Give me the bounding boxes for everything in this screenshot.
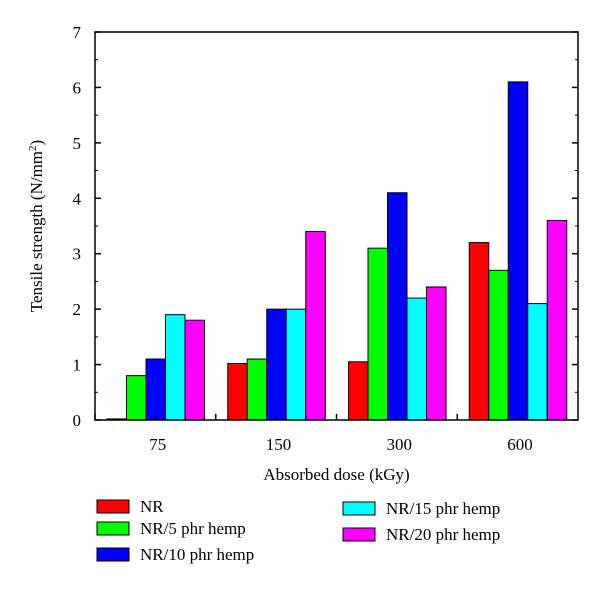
y-tick-label: 7 <box>73 23 82 42</box>
bar-nr-15-phr-hemp-75 <box>165 314 186 421</box>
bar-nr-5-phr-hemp-300 <box>367 247 388 421</box>
bar-nr-20-phr-hemp-300 <box>426 286 447 421</box>
bar-nr-5-phr-hemp-75 <box>126 375 147 421</box>
legend-label-nr-20-phr-hemp: NR/20 phr hemp <box>386 525 500 544</box>
bar-nr-10-phr-hemp-300 <box>387 192 408 421</box>
legend-swatch-nr-15-phr-hemp <box>342 501 376 516</box>
y-tick-label: 0 <box>73 411 82 430</box>
legend-label-nr: NR <box>140 497 164 516</box>
y-tick-label: 1 <box>73 356 82 375</box>
x-tick-label: 300 <box>387 435 413 454</box>
plot-area <box>106 81 568 421</box>
y-axis-title-close: ) <box>27 140 46 146</box>
y-tick-label: 5 <box>73 134 82 153</box>
y-tick-label: 2 <box>73 300 82 319</box>
x-axis-title: Absorbed dose (kGy) <box>263 465 409 484</box>
bar-nr-150 <box>227 362 248 421</box>
y-axis-title-main: Tensile strength (N/mm <box>27 151 46 312</box>
bar-nr-15-phr-hemp-600 <box>527 303 548 421</box>
y-tick-label: 4 <box>73 189 82 208</box>
legend-label-nr-5-phr-hemp: NR/5 phr hemp <box>140 519 246 538</box>
bar-nr-20-phr-hemp-600 <box>546 219 568 421</box>
legend-swatch-nr-10-phr-hemp <box>96 547 130 562</box>
y-axis-title-superscript: 2 <box>27 145 39 151</box>
bar-nr-10-phr-hemp-150 <box>266 308 287 421</box>
x-axis: 75 150 300 600 <box>94 414 533 454</box>
y-tick-label: 3 <box>73 245 82 264</box>
legend-swatch-nr-5-phr-hemp <box>96 521 130 536</box>
bar-nr-15-phr-hemp-150 <box>285 308 307 421</box>
legend-swatch-nr-20-phr-hemp <box>342 527 376 542</box>
legend-label-nr-10-phr-hemp: NR/10 phr hemp <box>140 545 254 564</box>
bar-nr-5-phr-hemp-600 <box>488 269 509 421</box>
bar-nr-300 <box>348 361 369 421</box>
x-tick-label: 75 <box>149 435 166 454</box>
bar-nr-20-phr-hemp-75 <box>184 319 205 421</box>
bar-nr-10-phr-hemp-600 <box>507 81 529 421</box>
bar-nr-10-phr-hemp-75 <box>145 358 166 421</box>
bar-nr-15-phr-hemp-300 <box>406 297 427 421</box>
bar-nr-600 <box>468 242 490 421</box>
bar-nr-20-phr-hemp-150 <box>305 231 326 421</box>
x-tick-label: 600 <box>507 435 533 454</box>
y-axis-title: Tensile strength (N/mm2) <box>27 140 46 312</box>
legend: NR NR/5 phr hemp NR/10 phr hemp NR/15 phr h… <box>96 497 500 564</box>
x-tick-label: 150 <box>266 435 292 454</box>
y-axis: 0 1 2 3 4 5 6 7 <box>73 23 578 430</box>
bar-nr-5-phr-hemp-150 <box>246 358 268 421</box>
y-tick-label: 6 <box>73 78 82 97</box>
legend-label-nr-15-phr-hemp: NR/15 phr hemp <box>386 499 500 518</box>
legend-swatch-nr <box>96 499 130 514</box>
